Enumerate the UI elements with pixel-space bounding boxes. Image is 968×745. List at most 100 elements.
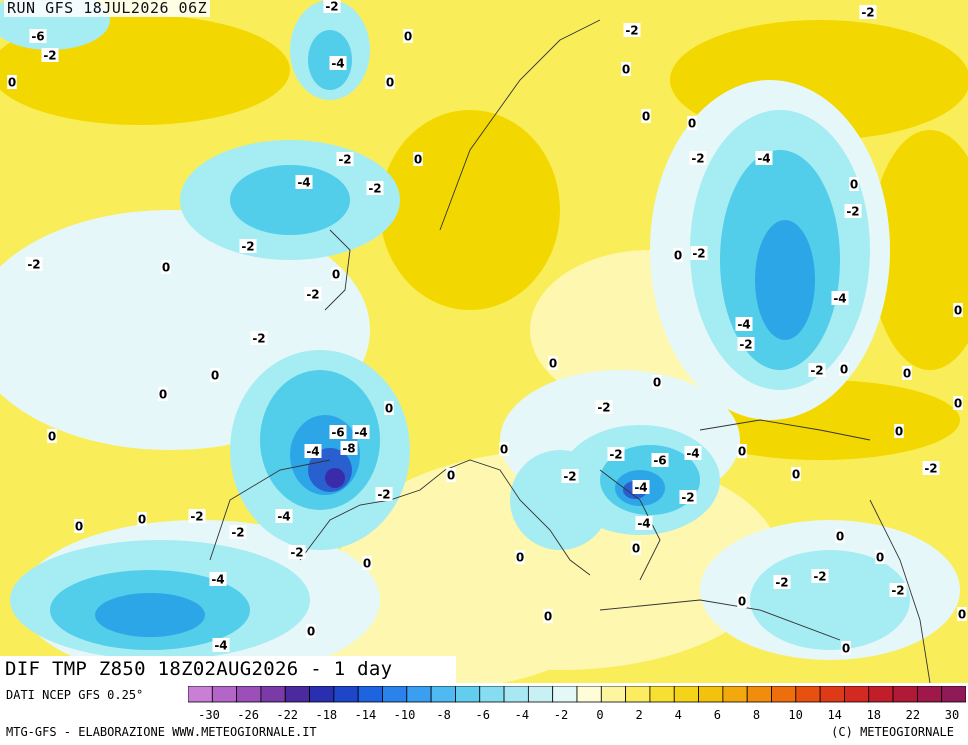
legend-swatches [188,686,966,703]
map-title: DIF TMP Z850 18Z02AUG2026 - 1 day [0,656,456,683]
contour-label-bg [250,331,268,345]
legend-swatch [527,686,554,703]
contour-label-bg [687,116,697,130]
legend-tick-label: 22 [906,708,920,722]
contour-label-bg [841,641,851,655]
contour-label-bg [641,109,651,123]
contour-label-bg [844,204,862,218]
contour-label: 0 [446,468,456,483]
legend-swatch [746,686,772,703]
legend-swatch [868,686,894,703]
contour-label: -6 [29,29,47,44]
legend-swatch [844,686,870,703]
contour-label-text: 0 [653,376,661,390]
contour-label: -2 [188,509,206,524]
contour-label-text: 0 [958,608,966,622]
contour-label-bg [323,0,341,13]
contour-label: -2 [859,5,877,20]
contour-label-bg [791,467,801,481]
contour-label-text: 0 [332,268,340,282]
contour-label-text: -2 [861,6,874,20]
contour-label: -4 [295,175,313,190]
negative-deep-fields [325,468,345,488]
contour-label-bg [561,469,579,483]
contour-label-bg [239,239,257,253]
contour-label-text: -2 [325,0,338,14]
contour-label: -2 [773,575,791,590]
legend-tick-label: -30 [198,708,220,722]
contour-label: -2 [607,447,625,462]
contour-label-bg [385,75,395,89]
contour-label-text: -8 [342,442,355,456]
contour-label-bg [29,29,47,43]
contour-label-bg [689,151,707,165]
contour-label-text: 0 [674,249,682,263]
legend-tick-label: -26 [237,708,259,722]
contour-label-text: -2 [368,182,381,196]
contour-label-text: 0 [688,117,696,131]
contour-label-bg [212,638,230,652]
contour-label: 0 [687,116,697,131]
contour-label: -2 [889,583,907,598]
contour-label-bg [839,362,849,376]
credits-label: MTG-GFS - ELABORAZIONE WWW.METEOGIORNALE… [6,725,317,739]
legend-swatch [406,686,432,703]
contour-label-text: -2 [810,364,823,378]
contour-label: -2 [808,363,826,378]
legend-swatch [819,686,845,703]
contour-labels: -6 -2 0 -2 -4 0 0 -2 0 -4 -2 -2 -2 0 0 -2 -2 0 0 0 0 -6 -4 -4 -8… [7,0,967,656]
contour-label-text: -2 [290,546,303,560]
contour-label-text: -4 [637,517,650,531]
contour-label: 0 [894,424,904,439]
temperature-anomaly-map: -6 -2 0 -2 -4 0 0 -2 0 -4 -2 -2 -2 0 0 -2 -2 0 0 0 0 -6 -4 -4 -8… [0,0,968,683]
contour-label-text: 0 [876,551,884,565]
contour-label: 0 [74,519,84,534]
contour-label-text: 0 [500,443,508,457]
contour-label-text: -6 [31,30,44,44]
contour-label-text: 0 [850,178,858,192]
contour-label-bg [288,545,306,559]
legend-swatch [455,686,481,703]
contour-label: -8 [340,441,358,456]
contour-label-bg [375,487,393,501]
contour-label: 0 [737,444,747,459]
contour-label: 0 [875,550,885,565]
contour-label-text: 0 [386,76,394,90]
contour-label: -4 [635,516,653,531]
contour-label-text: -2 [241,240,254,254]
contour-label: -6 [329,425,347,440]
contour-label-bg [953,303,963,317]
contour-label-bg [137,512,147,526]
contour-label-bg [515,550,525,564]
contour-label-text: 0 [162,261,170,275]
contour-label-text: -2 [597,401,610,415]
legend-tick-label: 0 [596,708,603,722]
contour-label-bg [329,425,347,439]
contour-label: -4 [684,446,702,461]
legend-tick-label: 10 [788,708,802,722]
legend-swatch [382,686,408,703]
contour-label-bg [902,366,912,380]
contour-label-bg [74,519,84,533]
contour-label-text: 0 [738,595,746,609]
contour-label: 0 [413,152,423,167]
contour-label: 0 [137,512,147,527]
contour-label-text: 0 [48,430,56,444]
legend-swatch [649,686,675,703]
contour-label-text: 0 [75,520,83,534]
contour-label-bg [737,337,755,351]
contour-label-text: -4 [737,318,750,332]
contour-label: 0 [543,609,553,624]
contour-label: -4 [632,480,650,495]
contour-label-text: -2 [252,332,265,346]
contour-label-text: 0 [954,397,962,411]
legend-swatch [795,686,821,703]
contour-label: -6 [651,453,669,468]
contour-label-bg [631,541,641,555]
contour-label: 0 [841,641,851,656]
legend-swatch [357,686,383,703]
color-legend: -30 -26 -22 -18 -14 -10 -8 -6 -4 -2 0 2 4 6 8 10 14 18 22 3… [188,686,966,722]
legend-swatch [576,686,602,703]
contour-label: -2 [623,23,641,38]
